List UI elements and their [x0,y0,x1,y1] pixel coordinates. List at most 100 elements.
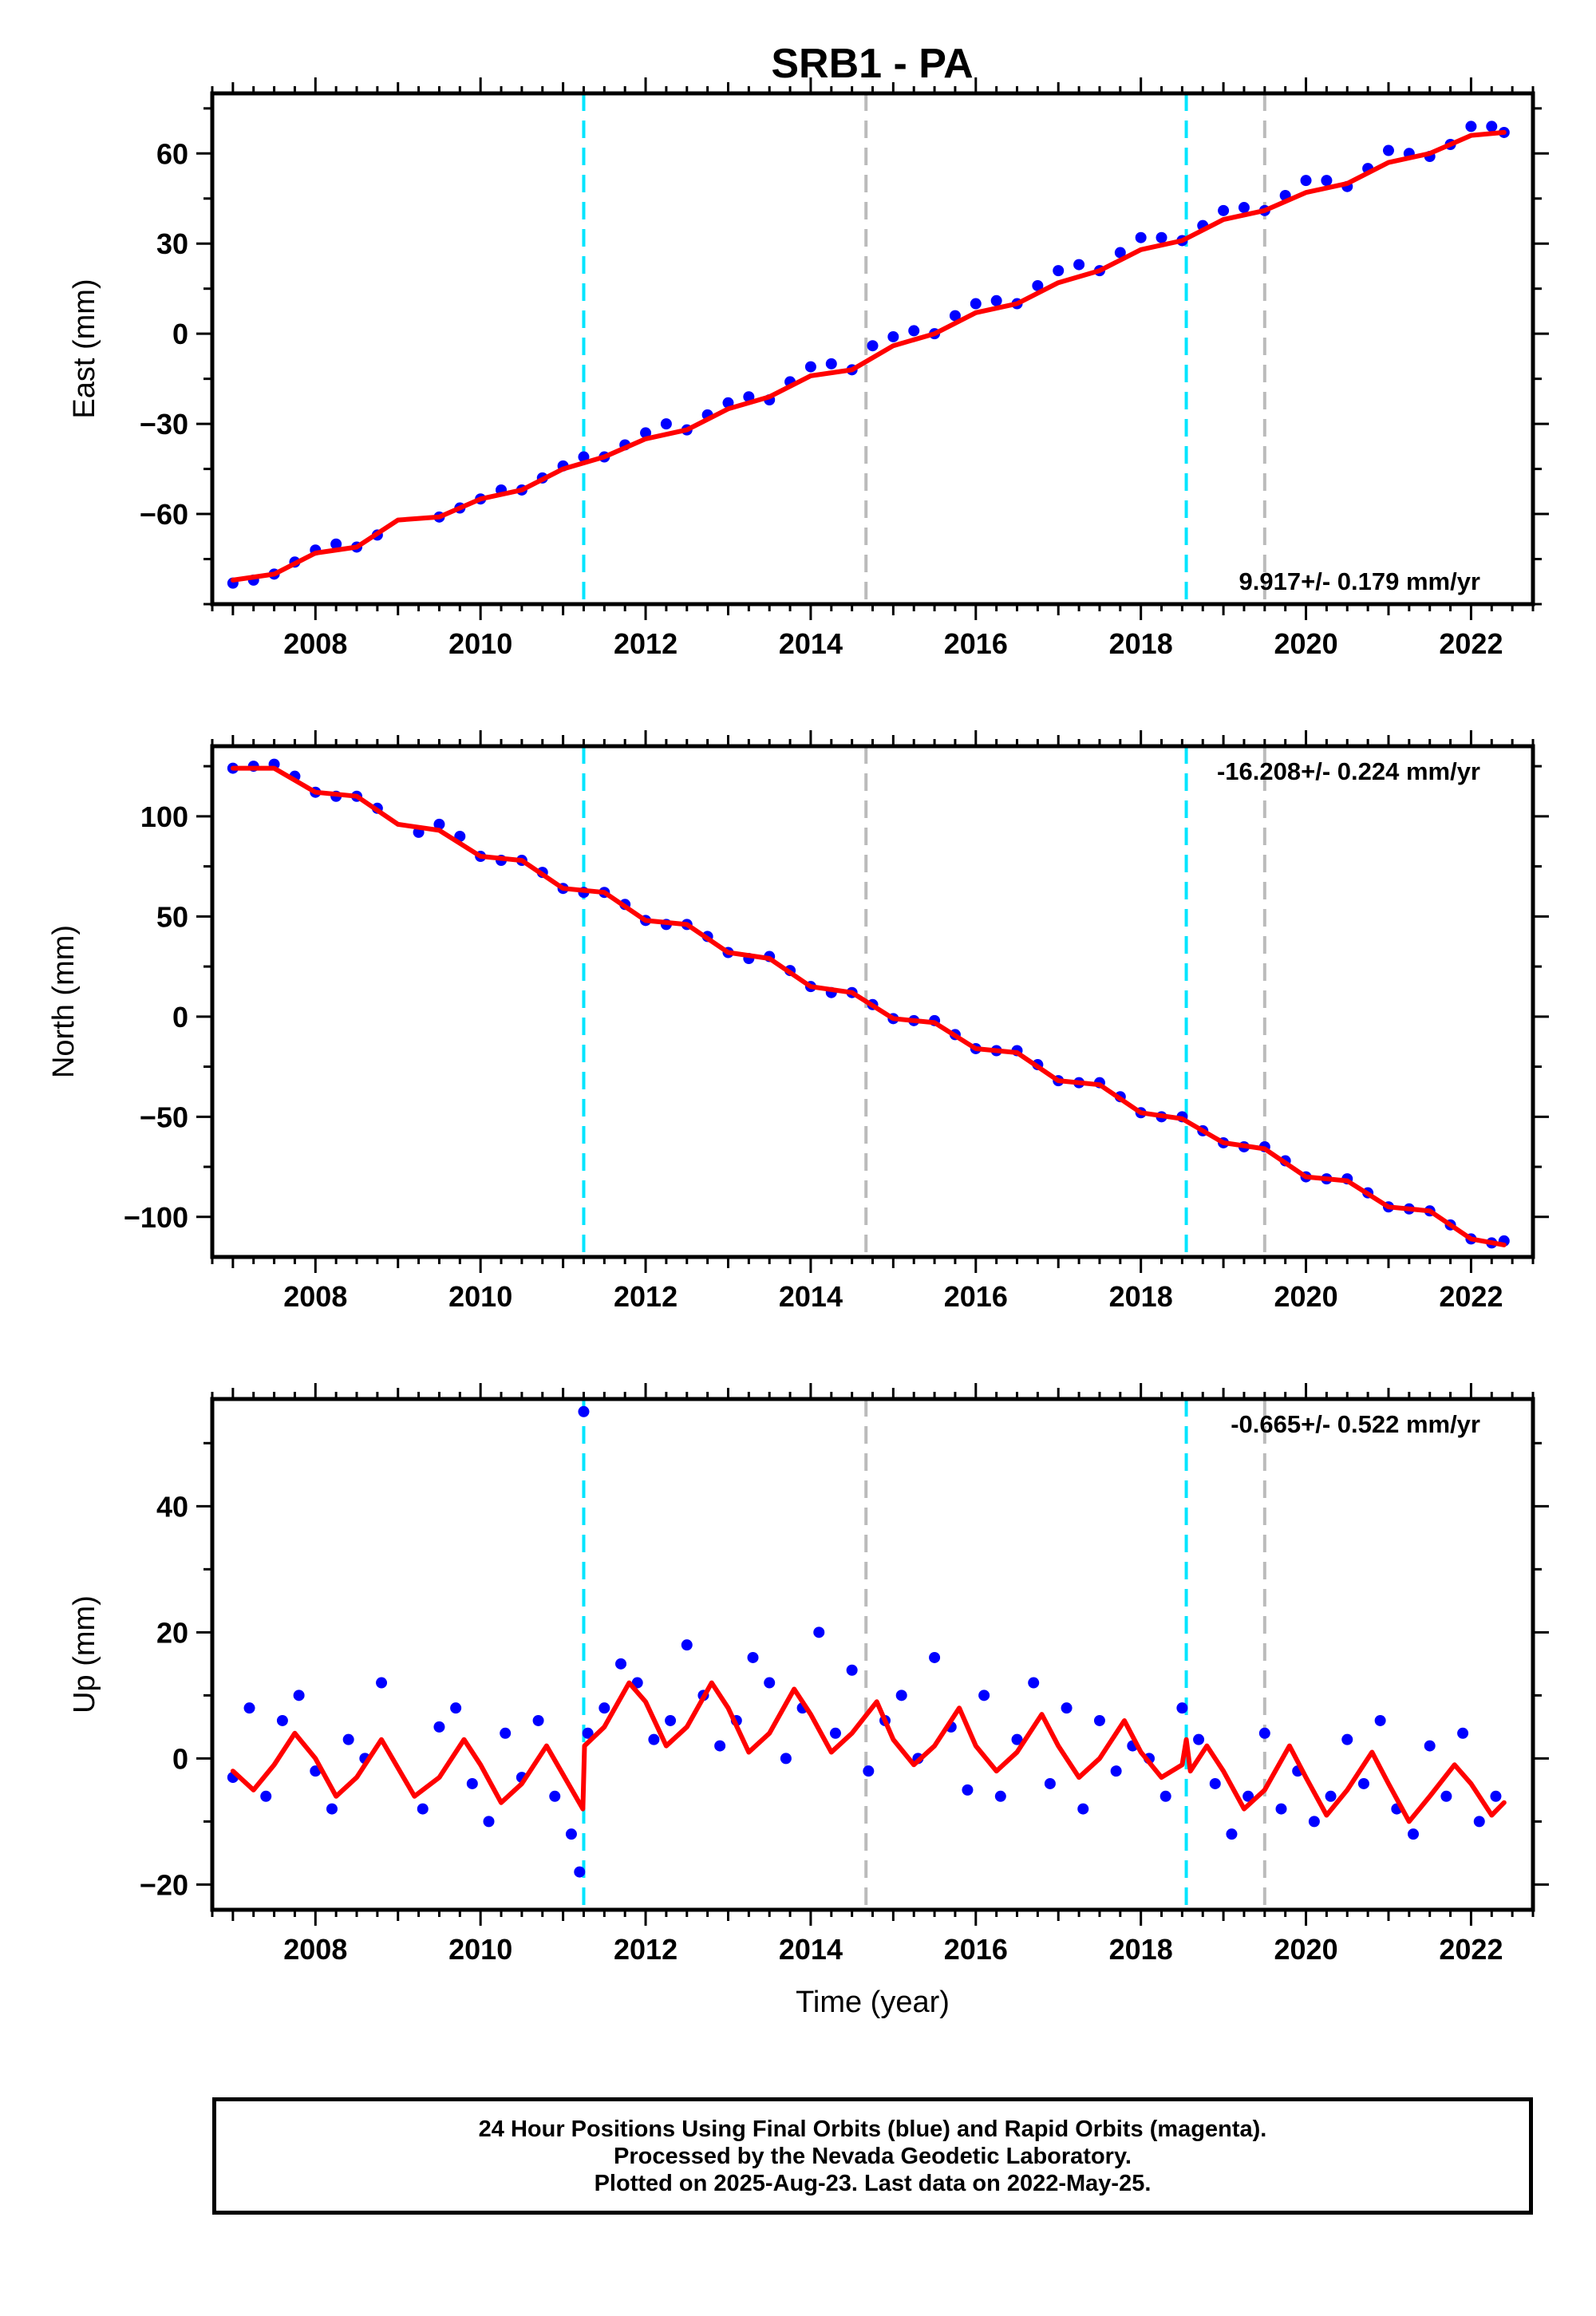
data-point [764,1677,776,1689]
data-point [1238,202,1250,214]
data-point [990,294,1002,306]
data-point [1440,1790,1452,1802]
panel-1: 2008 2010 2012 2014 2016 2018 2020 2022 −60 −30 0 3… [68,77,1549,660]
data-point [681,1639,693,1651]
data-point [342,1733,354,1745]
data-point [908,325,920,337]
data-point [500,1727,512,1739]
data-point [1424,1740,1436,1752]
y-tick-label: −50 [140,1101,188,1133]
data-point [887,330,899,342]
rate-annotation: -0.665+/- 0.522 mm/yr [1231,1410,1480,1438]
data-point [1135,231,1147,243]
fit-line [230,129,1507,583]
data-point [1465,121,1477,132]
panel-3-plot-area [227,1399,1507,1910]
x-tick-label: 2020 [1274,1933,1338,1966]
footer-line-3: Plotted on 2025-Aug-23. Last data on 202… [594,2170,1152,2196]
rate-annotation: 9.917+/- 0.179 mm/yr [1239,567,1480,595]
data-point [962,1784,974,1796]
panel-3: 2008 2010 2012 2014 2016 2018 2020 2022 −20 0 20 40… [68,1383,1549,2019]
data-point [1044,1777,1056,1789]
x-tick-label: 2008 [283,1933,347,1966]
fit-line [230,1680,1507,1824]
data-point [846,1664,858,1676]
data-point [1382,144,1394,156]
data-point [1258,1727,1270,1739]
data-point [1073,259,1085,271]
data-point [615,1658,627,1670]
data-point [578,1405,590,1417]
y-tick-label: 100 [140,800,188,833]
y-tick-label: −60 [140,498,188,531]
x-tick-label: 2010 [448,627,512,660]
x-tick-label: 2022 [1439,1933,1503,1966]
data-point [1032,279,1044,291]
data-point [1110,1765,1122,1777]
data-point [1341,1733,1353,1745]
data-point [433,818,445,830]
data-point [243,1702,255,1714]
panel-frame [210,91,1535,607]
data-point [660,418,672,430]
y-tick-label: 20 [156,1616,188,1649]
data-point [747,1651,759,1663]
x-tick-label: 2018 [1109,1933,1173,1966]
data-point [1374,1714,1386,1726]
data-point [1159,1790,1171,1802]
data-point [929,1651,941,1663]
data-point [978,1690,990,1701]
data-point [1077,1803,1089,1815]
data-point [260,1790,272,1802]
y-tick-label: 0 [172,1001,188,1034]
data-point [813,1626,825,1638]
y-tick-label: 50 [156,900,188,933]
y-tick-label: 60 [156,137,188,170]
data-point [640,427,652,439]
rate-annotation: -16.208+/- 0.224 mm/yr [1217,757,1480,785]
data-point [1093,1714,1105,1726]
x-tick-label: 2016 [944,1280,1008,1313]
panel-2-plot-area [227,746,1510,1257]
data-point [466,1777,478,1789]
data-point [970,298,982,310]
y-tick-label: 0 [172,318,188,350]
y-tick-label: 0 [172,1742,188,1775]
data-point [714,1740,726,1752]
data-point [1028,1677,1040,1689]
data-point [598,1702,610,1714]
data-point [276,1714,288,1726]
data-point [1473,1816,1485,1828]
x-tick-label: 2012 [614,1280,678,1313]
y-axis-label: North (mm) [47,925,81,1078]
data-point [949,310,961,322]
data-point [1457,1727,1469,1739]
y-tick-label: 30 [156,227,188,260]
data-point [1325,1790,1337,1802]
x-tick-label: 2012 [614,1933,678,1966]
data-point [565,1828,577,1840]
y-tick-label: −100 [124,1201,188,1234]
data-point [780,1753,792,1765]
x-tick-label: 2020 [1274,627,1338,660]
x-tick-label: 2008 [283,1280,347,1313]
data-point [1061,1702,1073,1714]
data-point [1242,1790,1254,1802]
x-tick-label: 2016 [944,1933,1008,1966]
panel-frame [210,744,1535,1259]
data-point [1486,121,1498,132]
footer-box: 24 Hour Positions Using Final Orbits (bl… [212,2097,1533,2215]
data-point [293,1690,305,1701]
x-tick-label: 2016 [944,627,1008,660]
data-point [1053,265,1065,277]
data-point [1275,1803,1287,1815]
y-tick-label: −30 [140,408,188,441]
x-tick-label: 2014 [779,627,843,660]
panel-1-plot-area [227,93,1510,604]
data-point [648,1733,660,1745]
x-tick-label: 2014 [779,1933,843,1966]
data-point [1114,247,1126,259]
x-tick-label: 2008 [283,627,347,660]
data-point [549,1790,561,1802]
